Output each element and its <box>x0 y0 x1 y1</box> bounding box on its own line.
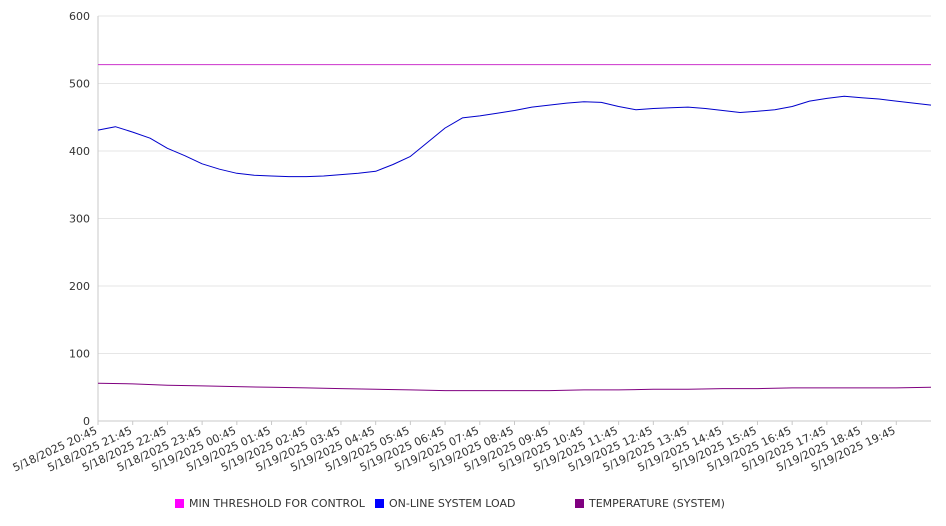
legend-swatch-system-load <box>375 499 384 508</box>
legend-label-temperature: TEMPERATURE (SYSTEM) <box>589 497 725 510</box>
y-tick-label-600: 600 <box>69 10 90 23</box>
series-lines <box>97 64 932 392</box>
y-tick-labels: 0 100 200 300 400 500 600 <box>69 10 90 428</box>
y-tick-label-400: 400 <box>69 145 90 158</box>
legend-swatch-temperature <box>575 499 584 508</box>
legend-item-temperature[interactable]: TEMPERATURE (SYSTEM) <box>575 497 725 510</box>
series-line-temperature-system <box>97 382 932 392</box>
gridlines <box>98 15 931 354</box>
y-tick-label-0: 0 <box>83 415 90 428</box>
legend: MIN THRESHOLD FOR CONTROL ON-LINE SYSTEM… <box>0 497 946 515</box>
legend-label-system-load: ON-LINE SYSTEM LOAD <box>389 497 516 510</box>
y-tick-label-500: 500 <box>69 78 90 91</box>
y-tick-label-300: 300 <box>69 213 90 226</box>
series-line-on-line-system-load <box>97 95 932 178</box>
legend-swatch-min-threshold <box>175 499 184 508</box>
legend-label-min-threshold: MIN THRESHOLD FOR CONTROL <box>189 497 365 510</box>
x-tick-labels: 5/18/2025 20:455/18/2025 21:455/18/2025 … <box>11 421 898 474</box>
legend-item-min-threshold[interactable]: MIN THRESHOLD FOR CONTROL <box>175 497 365 510</box>
y-tick-label-200: 200 <box>69 280 90 293</box>
legend-item-system-load[interactable]: ON-LINE SYSTEM LOAD <box>375 497 515 510</box>
y-tick-label-100: 100 <box>69 348 90 361</box>
